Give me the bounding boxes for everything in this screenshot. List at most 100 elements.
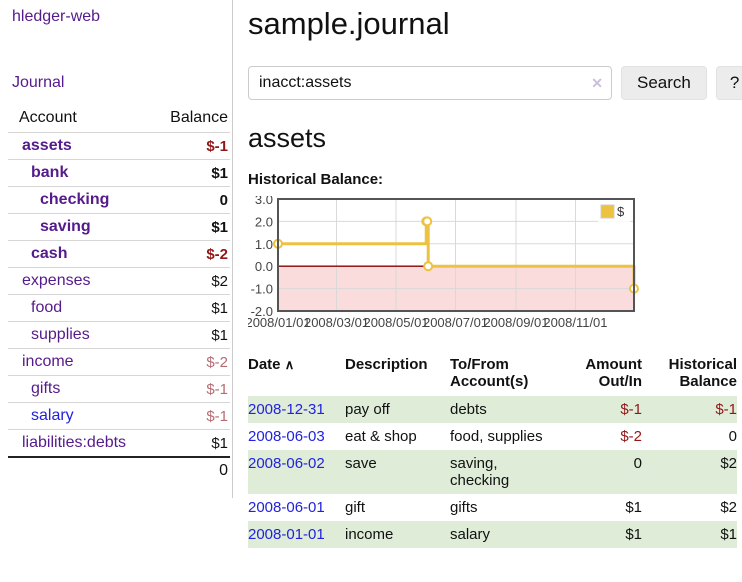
register-header-description: Description [345,356,428,373]
transaction-balance: $2 [720,499,737,516]
account-row: income $-2 [8,348,230,376]
transaction-amount: $1 [625,526,642,543]
transaction-description: save [345,455,377,472]
accounts-header-account: Account [19,109,77,126]
main-content: sample.journal ✕ Search ? assets Histori… [245,0,742,548]
account-link-assets[interactable]: assets [22,137,72,154]
register-row: 2008-12-31 pay off debts $-1 $-1 [248,396,737,423]
accounts-total-row: 0 [8,456,230,484]
search-button[interactable]: Search [621,66,707,100]
transaction-date-link[interactable]: 2008-06-03 [248,428,325,445]
account-link-expenses[interactable]: expenses [22,272,91,289]
transaction-date-link[interactable]: 2008-01-01 [248,526,325,543]
register-header-accounts: To/From Account(s) [450,356,529,390]
account-balance: $2 [211,272,228,290]
svg-text:-1.0: -1.0 [251,282,273,297]
accounts-header-row: Account Balance [8,106,230,133]
account-row: expenses $2 [8,267,230,295]
transaction-date-link[interactable]: 2008-12-31 [248,401,325,418]
svg-text:2008/01/01: 2008/01/01 [248,315,311,330]
account-balance: $-1 [206,380,228,398]
historical-balance-chart: $3.0 2.0 1.0 0.0 -1.0 -2.0 2008/01/01 2008/03/0… [245,192,742,334]
transaction-amount: 0 [633,455,642,472]
app-title-link[interactable]: hledger-web [12,8,101,25]
accounts-header-balance: Balance [170,109,228,126]
svg-text:2008/05/01: 2008/05/01 [363,315,428,330]
search-input[interactable] [248,66,612,100]
register-header-row: Date ∧ Description To/From Account(s) Am… [248,354,737,396]
account-row: liabilities:debts $1 [8,429,230,458]
svg-text:$: $ [617,204,625,219]
account-row: assets $-1 [8,132,230,160]
register-table: Date ∧ Description To/From Account(s) Am… [248,354,737,548]
register-row: 2008-06-02 save saving, checking 0 $2 [248,450,737,494]
account-link-liabilities-debts[interactable]: liabilities:debts [22,434,127,451]
transaction-amount: $1 [625,499,642,516]
account-balance: $1 [211,434,228,452]
account-balance: $1 [211,218,228,236]
help-button[interactable]: ? [715,66,742,100]
transaction-balance: 0 [728,428,737,445]
account-row: food $1 [8,294,230,322]
account-link-saving[interactable]: saving [40,218,91,235]
register-row: 2008-01-01 income salary $1 $1 [248,521,737,548]
account-link-salary[interactable]: salary [31,407,74,424]
svg-text:2008/07/01: 2008/07/01 [423,315,488,330]
transaction-accounts: food, supplies [450,428,543,445]
account-link-checking[interactable]: checking [40,191,110,208]
transaction-description: pay off [345,401,390,418]
transaction-balance: $2 [720,455,737,472]
nav-journal-link[interactable]: Journal [12,74,65,91]
account-row: bank $1 [8,159,230,187]
account-balance: $-2 [206,245,228,263]
account-row: checking 0 [8,186,230,214]
register-row: 2008-06-01 gift gifts $1 $2 [248,494,737,521]
search-form: ✕ Search ? [248,66,742,100]
accounts-table: Account Balance assets $-1 bank $1 check… [8,106,230,484]
svg-text:2.0: 2.0 [255,214,273,229]
account-balance: $-1 [206,407,228,425]
accounts-total: 0 [146,456,230,484]
sidebar: hledger-web Journal Account Balance asse… [0,0,233,498]
transaction-accounts: saving, checking [450,455,510,489]
clear-search-icon[interactable]: ✕ [591,75,603,91]
account-link-supplies[interactable]: supplies [31,326,90,343]
transaction-amount: $-1 [620,401,642,418]
transaction-balance: $-1 [715,401,737,418]
account-balance: $1 [211,326,228,344]
transaction-accounts: salary [450,526,491,543]
account-row: saving $1 [8,213,230,241]
register-header-amount: Amount Out/In [585,356,642,390]
sort-ascending-icon: ∧ [284,357,295,372]
svg-text:2008/03/01: 2008/03/01 [304,315,369,330]
svg-text:3.0: 3.0 [255,196,273,207]
register-row: 2008-06-03 eat & shop food, supplies $-2… [248,423,737,450]
account-link-gifts[interactable]: gifts [31,380,61,397]
register-header-date[interactable]: Date ∧ [248,356,295,373]
account-link-bank[interactable]: bank [31,164,69,181]
svg-text:2008/09/01: 2008/09/01 [483,315,548,330]
transaction-description: gift [345,499,366,516]
account-balance: $1 [211,164,228,182]
account-balance: 0 [219,191,228,209]
transaction-accounts: debts [450,401,487,418]
account-link-food[interactable]: food [31,299,63,316]
account-link-income[interactable]: income [22,353,74,370]
page-title: sample.journal [248,6,450,41]
svg-text:0.0: 0.0 [255,259,273,274]
account-link-cash[interactable]: cash [31,245,68,262]
transaction-description: eat & shop [345,428,417,445]
chart-title: Historical Balance: [248,171,384,188]
transaction-date-link[interactable]: 2008-06-02 [248,455,325,472]
account-row: supplies $1 [8,321,230,349]
account-balance: $1 [211,299,228,317]
transaction-date-link[interactable]: 2008-06-01 [248,499,325,516]
account-balance: $-1 [206,137,228,155]
account-heading: assets [248,123,327,153]
account-row: cash $-2 [8,240,230,268]
register-header-balance: Historical Balance [668,356,737,390]
account-row: gifts $-1 [8,375,230,403]
account-row: salary $-1 [8,402,230,430]
transaction-description: income [345,526,394,543]
transaction-balance: $1 [720,526,737,543]
